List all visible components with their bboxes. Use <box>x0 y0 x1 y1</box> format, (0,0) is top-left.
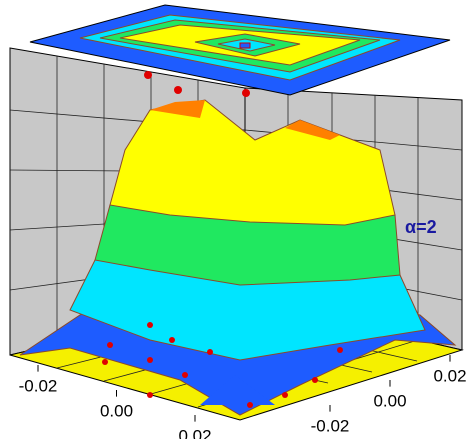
surface-peak <box>150 100 205 118</box>
surface-peak <box>285 120 340 140</box>
tick-label: -0.02 <box>311 416 350 435</box>
tick-label: 0.02 <box>433 366 466 385</box>
tick-label: -0.02 <box>19 376 58 395</box>
surface-spike <box>200 375 275 405</box>
axes: -0.02 0.00 0.02 -0.02 0.00 0.02 <box>19 355 467 439</box>
points <box>102 71 343 408</box>
tick-label: 0.00 <box>100 401 133 420</box>
contour-center <box>239 42 251 49</box>
tick-label: 0.00 <box>373 391 406 410</box>
annotation: α=2 <box>405 217 437 237</box>
tick-label: 0.02 <box>178 426 211 439</box>
